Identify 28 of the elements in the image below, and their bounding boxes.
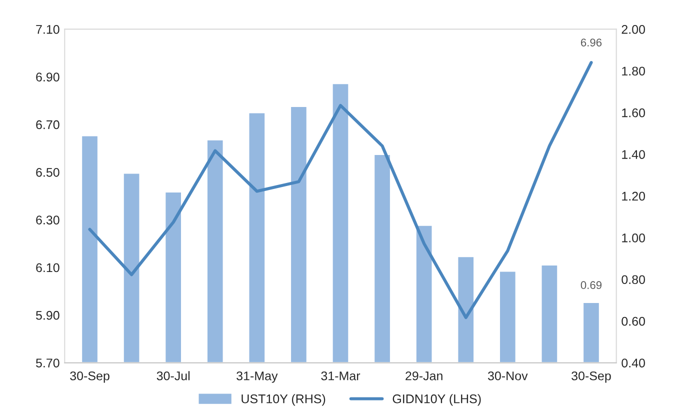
y2-tick-label: 0.60 (622, 316, 646, 326)
y2-tick-label: 1.40 (622, 150, 646, 159)
x-tick-label: 29-Jan (406, 371, 442, 380)
y2-tick-label: 0.40 (622, 358, 646, 368)
x-tick-label: 31-Mar (321, 371, 360, 380)
data-label: 6.96 (580, 38, 602, 46)
x-tick-label: 30-Nov (488, 371, 528, 380)
y-tick-label: 6.90 (36, 72, 60, 82)
y2-tick-label: 1.80 (622, 66, 646, 76)
y-tick-label: 5.90 (36, 310, 60, 320)
data-label: 0.69 (580, 281, 602, 290)
legend-label: GIDN10Y (LHS) (392, 394, 481, 406)
y-tick-label: 5.70 (36, 358, 60, 368)
y-tick-label: 6.70 (36, 120, 60, 130)
y2-tick-label: 1.00 (622, 233, 646, 242)
y-tick-label: 7.10 (36, 24, 60, 34)
y2-tick-label: 1.60 (622, 108, 646, 118)
x-tick-label: 30-Jul (156, 371, 190, 380)
y2-tick-label: 0.80 (622, 275, 646, 284)
y-tick-label: 6.30 (36, 216, 60, 224)
y2-tick-label: 2.00 (622, 24, 646, 34)
x-tick-label: 30-Sep (572, 371, 611, 383)
y-tick-label: 6.10 (36, 263, 60, 272)
legend-label: UST10Y (RHS) (242, 394, 326, 406)
x-tick-label: 31-May (236, 371, 278, 383)
x-tick-label: 30-Sep (70, 371, 110, 383)
y-tick-label: 6.50 (36, 168, 60, 177)
y2-tick-label: 1.20 (622, 192, 646, 201)
